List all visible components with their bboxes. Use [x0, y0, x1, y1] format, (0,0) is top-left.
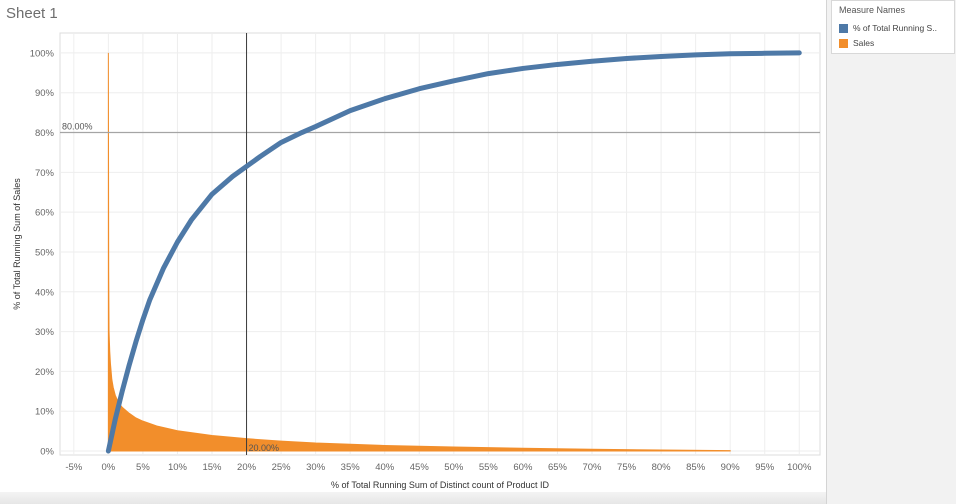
x-tick-label: 60%: [513, 462, 533, 473]
x-axis-title: % of Total Running Sum of Distinct count…: [331, 480, 549, 490]
plot-area: [59, 32, 821, 456]
legend-panel: Measure Names % of Total Running S.. Sal…: [826, 0, 956, 504]
legend-item-sales[interactable]: Sales: [839, 37, 874, 49]
y-axis-ticks: 0% 10% 20% 30% 40% 50% 60% 70% 80% 90% 100%: [30, 48, 55, 457]
y-tick-label: 40%: [35, 287, 55, 298]
y-tick-label: 70%: [35, 168, 55, 179]
y-tick-label: 100%: [30, 48, 55, 59]
x-tick-label: 90%: [721, 462, 741, 473]
x-tick-label: 95%: [755, 462, 775, 473]
y-tick-label: 0%: [40, 447, 54, 458]
legend-card: Measure Names % of Total Running S.. Sal…: [831, 0, 955, 54]
y-tick-label: 10%: [35, 407, 55, 418]
legend-swatch-running-sum: [839, 23, 848, 33]
x-tick-label: 65%: [548, 462, 568, 473]
x-tick-label: 80%: [652, 462, 672, 473]
legend-swatch-sales: [839, 38, 848, 48]
y-tick-label: 80%: [35, 128, 55, 139]
legend-title: Measure Names: [839, 5, 906, 15]
bottom-scroll-strip: [0, 492, 826, 504]
x-tick-label: 0%: [101, 462, 115, 473]
x-tick-label: 15%: [202, 462, 222, 473]
reference-label-y: 80.00%: [62, 122, 93, 132]
x-tick-label: 45%: [410, 462, 430, 473]
pareto-chart: 80.00% 20.00% -5% 0% 5% 10% 15% 20% 25% 30% 35% 40…: [12, 32, 821, 490]
x-tick-label: 40%: [375, 462, 395, 473]
x-tick-label: 20%: [237, 462, 257, 473]
legend-item-running-sum[interactable]: % of Total Running S..: [839, 22, 937, 34]
running-sum-line: [105, 50, 802, 454]
y-axis-title: % of Total Running Sum of Sales: [12, 178, 22, 310]
sales-area: [107, 52, 731, 452]
x-tick-label: 85%: [686, 462, 706, 473]
reference-lines: 80.00% 20.00%: [60, 33, 820, 455]
x-tick-label: 75%: [617, 462, 637, 473]
x-tick-label: -5%: [65, 462, 82, 473]
reference-label-x: 20.00%: [249, 443, 280, 453]
x-tick-label: 5%: [136, 462, 150, 473]
x-tick-label: 30%: [306, 462, 326, 473]
y-tick-label: 60%: [35, 208, 55, 219]
x-tick-label: 70%: [582, 462, 602, 473]
x-tick-label: 25%: [272, 462, 292, 473]
x-tick-label: 10%: [168, 462, 188, 473]
y-tick-label: 90%: [35, 88, 55, 99]
y-tick-label: 30%: [35, 327, 55, 338]
legend-label-sales: Sales: [853, 38, 875, 48]
sheet-title: Sheet 1: [6, 5, 58, 22]
sales-series: [107, 52, 731, 452]
legend-label-running-sum: % of Total Running S..: [853, 23, 937, 33]
x-tick-label: 50%: [444, 462, 464, 473]
x-axis-ticks: -5% 0% 5% 10% 15% 20% 25% 30% 35% 40% 45% 50% 55% 60%…: [65, 462, 812, 473]
x-tick-label: 35%: [341, 462, 361, 473]
y-tick-label: 20%: [35, 367, 55, 378]
y-tick-label: 50%: [35, 247, 55, 258]
x-tick-label: 55%: [479, 462, 499, 473]
x-tick-label: 100%: [787, 462, 812, 473]
running-sum-series: [105, 50, 802, 454]
